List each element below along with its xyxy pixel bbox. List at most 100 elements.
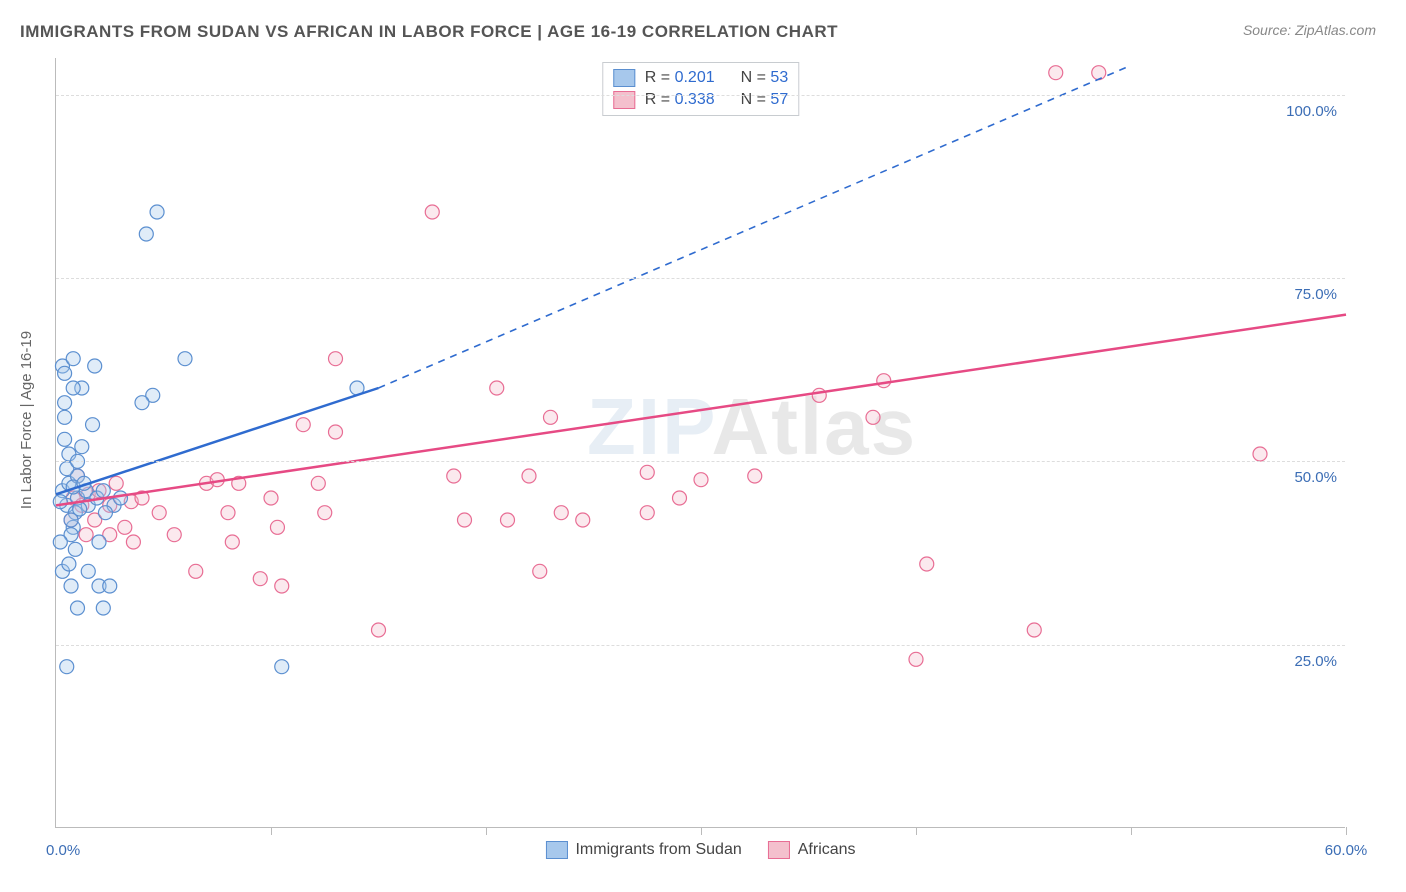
- chart-svg: [56, 58, 1345, 827]
- y-axis-label: In Labor Force | Age 16-19: [18, 331, 35, 509]
- x-tick-label: 60.0%: [1325, 842, 1368, 859]
- data-point-africans: [189, 564, 203, 578]
- data-point-sudan: [139, 227, 153, 241]
- data-point-sudan: [62, 557, 76, 571]
- data-point-africans: [296, 418, 310, 432]
- data-point-africans: [458, 513, 472, 527]
- data-point-sudan: [58, 432, 72, 446]
- legend-series-label: Africans: [798, 841, 856, 859]
- data-point-sudan: [92, 535, 106, 549]
- data-point-sudan: [88, 359, 102, 373]
- data-point-sudan: [135, 396, 149, 410]
- data-point-africans: [126, 535, 140, 549]
- data-point-africans: [152, 506, 166, 520]
- data-point-africans: [270, 520, 284, 534]
- legend-swatch: [545, 841, 567, 859]
- data-point-africans: [544, 410, 558, 424]
- y-tick-label: 100.0%: [1286, 103, 1337, 120]
- data-point-africans: [812, 388, 826, 402]
- y-tick-label: 50.0%: [1294, 469, 1337, 486]
- gridline: [56, 95, 1345, 96]
- data-point-africans: [1049, 66, 1063, 80]
- data-point-africans: [748, 469, 762, 483]
- x-tick: [1346, 827, 1347, 835]
- data-point-africans: [640, 465, 654, 479]
- x-tick: [486, 827, 487, 835]
- data-point-sudan: [60, 660, 74, 674]
- data-point-africans: [275, 579, 289, 593]
- chart-title: IMMIGRANTS FROM SUDAN VS AFRICAN IN LABO…: [20, 22, 838, 42]
- gridline: [56, 461, 1345, 462]
- legend-stat-row: R = 0.201N = 53: [611, 67, 790, 89]
- data-point-africans: [673, 491, 687, 505]
- data-point-africans: [640, 506, 654, 520]
- data-point-sudan: [96, 601, 110, 615]
- data-point-sudan: [58, 366, 72, 380]
- source-label: Source: ZipAtlas.com: [1243, 22, 1376, 38]
- data-point-sudan: [53, 535, 67, 549]
- legend-stats: R = 0.201N = 53R = 0.338N = 57: [602, 62, 799, 116]
- data-point-africans: [167, 528, 181, 542]
- x-tick-label: 0.0%: [46, 842, 80, 859]
- data-point-africans: [264, 491, 278, 505]
- data-point-africans: [1027, 623, 1041, 637]
- data-point-africans: [1253, 447, 1267, 461]
- y-tick-label: 75.0%: [1294, 286, 1337, 303]
- data-point-africans: [253, 572, 267, 586]
- data-point-sudan: [114, 491, 128, 505]
- x-tick: [916, 827, 917, 835]
- data-point-africans: [877, 374, 891, 388]
- data-point-sudan: [96, 484, 110, 498]
- data-point-sudan: [68, 542, 82, 556]
- gridline: [56, 278, 1345, 279]
- data-point-sudan: [58, 396, 72, 410]
- data-point-africans: [311, 476, 325, 490]
- data-point-africans: [225, 535, 239, 549]
- data-point-sudan: [103, 579, 117, 593]
- data-point-africans: [447, 469, 461, 483]
- data-point-sudan: [86, 418, 100, 432]
- data-point-africans: [425, 205, 439, 219]
- data-point-sudan: [64, 579, 78, 593]
- data-point-africans: [318, 506, 332, 520]
- y-tick-label: 25.0%: [1294, 653, 1337, 670]
- legend-series-item: Immigrants from Sudan: [545, 841, 741, 859]
- data-point-sudan: [58, 410, 72, 424]
- data-point-africans: [920, 557, 934, 571]
- data-point-africans: [1092, 66, 1106, 80]
- data-point-sudan: [81, 564, 95, 578]
- data-point-africans: [576, 513, 590, 527]
- data-point-sudan: [71, 601, 85, 615]
- data-point-sudan: [150, 205, 164, 219]
- legend-series-item: Africans: [768, 841, 856, 859]
- legend-series: Immigrants from Sudan Africans: [545, 841, 855, 859]
- legend-swatch: [768, 841, 790, 859]
- x-tick: [1131, 827, 1132, 835]
- data-point-sudan: [66, 381, 80, 395]
- data-point-africans: [118, 520, 132, 534]
- x-tick: [701, 827, 702, 835]
- data-point-africans: [522, 469, 536, 483]
- data-point-sudan: [64, 513, 78, 527]
- legend-n-text: N = 53: [741, 69, 789, 87]
- data-point-africans: [554, 506, 568, 520]
- plot-area: ZIPAtlas R = 0.201N = 53R = 0.338N = 57 …: [55, 58, 1345, 828]
- data-point-africans: [329, 352, 343, 366]
- legend-stat-row: R = 0.338N = 57: [611, 89, 790, 111]
- legend-swatch: [613, 69, 635, 87]
- data-point-africans: [372, 623, 386, 637]
- data-point-africans: [221, 506, 235, 520]
- data-point-africans: [79, 528, 93, 542]
- data-point-africans: [694, 473, 708, 487]
- data-point-africans: [109, 476, 123, 490]
- data-point-africans: [490, 381, 504, 395]
- data-point-sudan: [53, 495, 67, 509]
- data-point-africans: [866, 410, 880, 424]
- data-point-africans: [909, 652, 923, 666]
- data-point-sudan: [178, 352, 192, 366]
- x-tick: [271, 827, 272, 835]
- legend-series-label: Immigrants from Sudan: [575, 841, 741, 859]
- data-point-sudan: [66, 352, 80, 366]
- data-point-sudan: [98, 506, 112, 520]
- data-point-africans: [501, 513, 515, 527]
